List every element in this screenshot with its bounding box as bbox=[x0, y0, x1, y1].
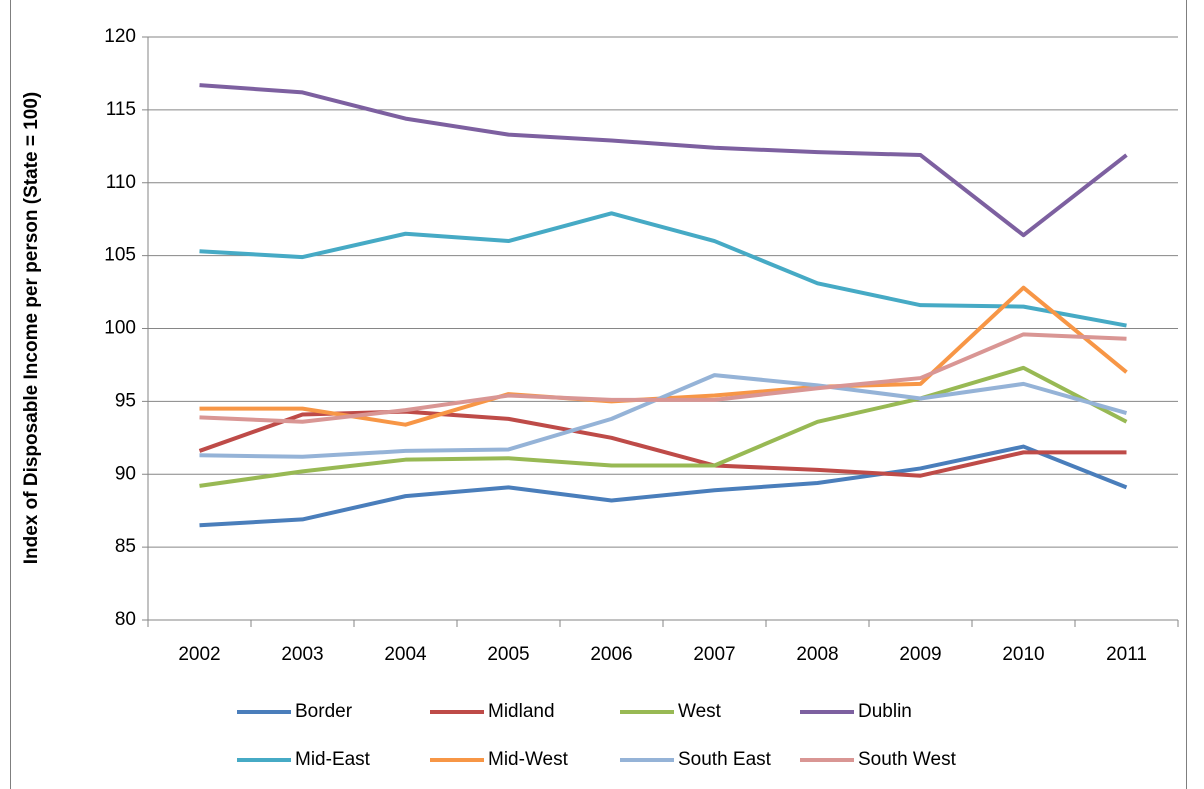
legend-label: Mid-West bbox=[488, 749, 569, 770]
x-tick-label: 2003 bbox=[281, 644, 323, 665]
series-line bbox=[199, 373, 1128, 459]
x-tick-label: 2011 bbox=[1106, 644, 1147, 665]
x-tick-label: 2005 bbox=[487, 644, 529, 665]
series-line bbox=[199, 365, 1128, 488]
series-line bbox=[199, 83, 1128, 238]
legend-label: Midland bbox=[488, 701, 555, 722]
y-tick-label: 95 bbox=[115, 390, 136, 411]
series-line bbox=[199, 444, 1128, 528]
legend-label: South West bbox=[858, 749, 957, 770]
y-tick-label: 90 bbox=[115, 463, 136, 484]
legend-label: West bbox=[678, 701, 722, 722]
y-tick-label: 105 bbox=[104, 245, 136, 266]
y-tick-label: 115 bbox=[106, 99, 136, 120]
x-tick-label: 2006 bbox=[590, 644, 632, 665]
x-tick-label: 2009 bbox=[899, 644, 941, 665]
y-tick-label: 120 bbox=[104, 26, 136, 47]
legend-label: Border bbox=[295, 701, 353, 722]
x-tick-label: 2010 bbox=[1002, 644, 1044, 665]
y-axis-label: Index of Disposable Income per person (S… bbox=[21, 92, 42, 565]
x-tick-label: 2007 bbox=[693, 644, 735, 665]
series-line bbox=[199, 211, 1127, 328]
legend-label: South East bbox=[678, 749, 772, 770]
series-line bbox=[199, 332, 1127, 424]
y-tick-label: 85 bbox=[115, 536, 136, 557]
legend-label: Mid-East bbox=[295, 749, 371, 770]
x-tick-label: 2004 bbox=[384, 644, 427, 665]
x-tick-label: 2002 bbox=[178, 644, 220, 665]
y-tick-label: 100 bbox=[104, 318, 136, 339]
y-tick-label: 110 bbox=[106, 172, 136, 193]
series-line bbox=[199, 285, 1128, 427]
y-tick-label: 80 bbox=[115, 609, 136, 630]
x-tick-label: 2008 bbox=[796, 644, 838, 665]
series-line bbox=[198, 409, 1127, 478]
legend-label: Dublin bbox=[858, 701, 912, 722]
